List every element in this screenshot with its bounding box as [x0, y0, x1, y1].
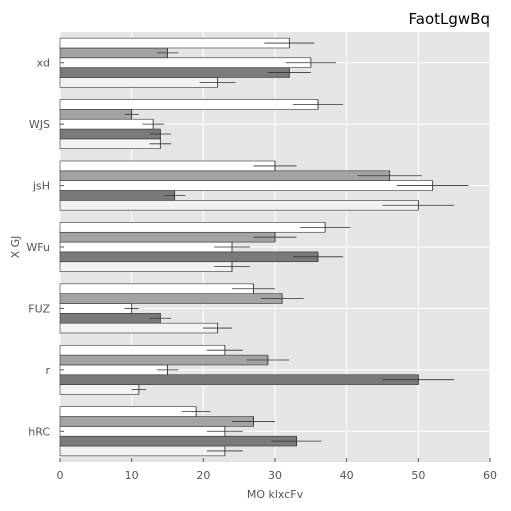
bar — [59, 180, 433, 191]
y-tick-label: WFu — [26, 241, 50, 254]
y-tick-label: r — [45, 364, 50, 377]
x-axis-label: MO klxcFv — [247, 488, 304, 501]
bar — [59, 109, 132, 120]
error-bars — [124, 38, 469, 456]
bar — [59, 128, 161, 140]
bar — [59, 138, 161, 150]
bar — [59, 118, 154, 130]
bar — [59, 37, 290, 49]
bar — [59, 241, 233, 253]
y-tick-label: FUZ — [28, 302, 50, 315]
x-tick-label: 0 — [57, 469, 64, 482]
x-tick-label: 30 — [268, 469, 282, 482]
bar — [59, 445, 226, 457]
bar — [59, 160, 276, 172]
y-tick-label: WJS — [29, 118, 50, 131]
x-ticks: 0 10 20 30 40 50 60 — [57, 458, 497, 482]
bar — [59, 99, 319, 110]
bar — [59, 313, 161, 324]
bar — [59, 364, 168, 376]
bar — [59, 251, 319, 263]
bar — [59, 426, 226, 437]
bar — [59, 435, 297, 447]
bar — [59, 190, 175, 201]
bar — [59, 47, 168, 59]
x-tick-label: 60 — [483, 469, 497, 482]
bar — [59, 77, 218, 88]
bar — [59, 322, 218, 334]
bar — [59, 303, 132, 314]
bar — [59, 170, 390, 181]
bar — [59, 354, 269, 366]
bar — [59, 200, 419, 211]
bar — [59, 384, 140, 395]
chart-title: FaotLgwBq — [409, 10, 490, 28]
y-tick-label: hRC — [28, 425, 50, 438]
x-tick-label: 10 — [125, 469, 139, 482]
bar — [59, 406, 197, 417]
bar — [59, 67, 290, 78]
bar — [59, 231, 276, 243]
y-tick-label: xd — [37, 57, 51, 70]
bar — [59, 344, 226, 356]
y-ticks: hRC r FUZ WFu jsH WJS xd — [26, 57, 64, 438]
bar — [59, 222, 326, 233]
bar — [59, 283, 254, 294]
bar — [59, 374, 419, 385]
x-tick-label: 50 — [411, 469, 425, 482]
bar — [59, 416, 254, 427]
x-tick-label: 20 — [196, 469, 210, 482]
y-tick-label: jsH — [32, 180, 50, 193]
bar — [59, 261, 233, 272]
x-tick-label: 40 — [340, 469, 354, 482]
bar — [59, 293, 283, 304]
bar — [59, 57, 312, 68]
y-axis-label: X GJ — [9, 236, 22, 259]
